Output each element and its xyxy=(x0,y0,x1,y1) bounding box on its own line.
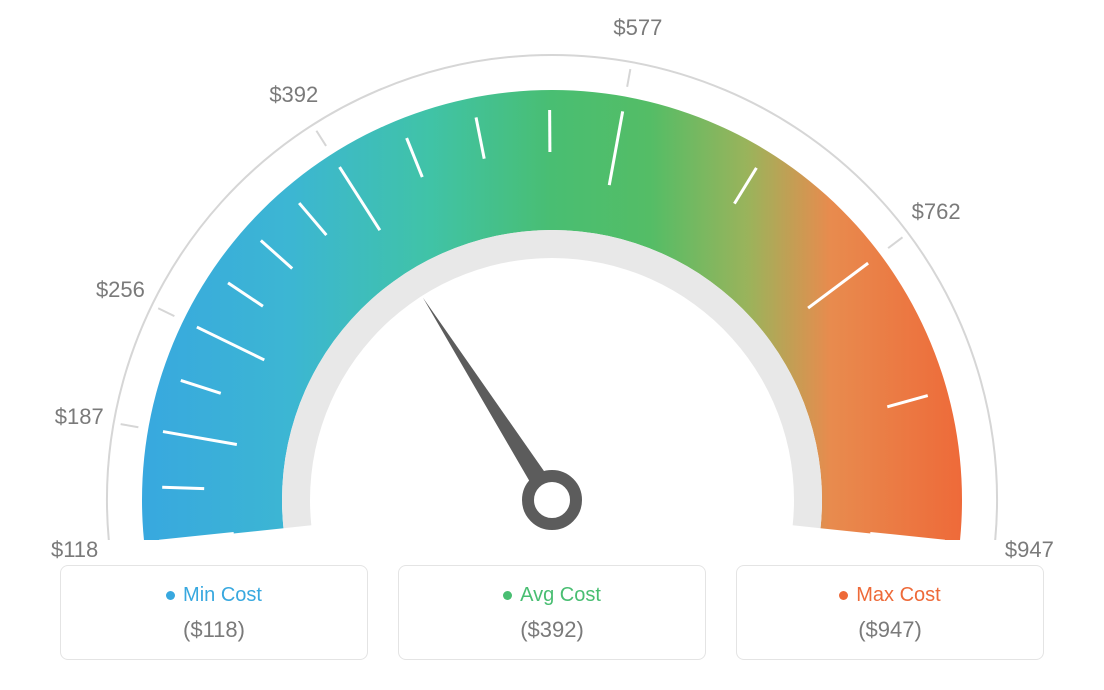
legend-min: Min Cost ($118) xyxy=(60,565,368,660)
legend-row: Min Cost ($118) Avg Cost ($392) Max Cost… xyxy=(0,565,1104,660)
legend-min-value: ($118) xyxy=(71,617,357,643)
legend-avg: Avg Cost ($392) xyxy=(398,565,706,660)
legend-avg-title-text: Avg Cost xyxy=(520,584,601,607)
dot-icon xyxy=(166,591,175,600)
dot-icon xyxy=(839,591,848,600)
legend-max-title-text: Max Cost xyxy=(856,584,940,607)
gauge-tick-label: $947 xyxy=(1005,537,1054,563)
gauge-tick-label: $187 xyxy=(55,404,104,430)
dot-icon xyxy=(503,591,512,600)
gauge-tick-label: $762 xyxy=(912,199,961,225)
legend-min-title-text: Min Cost xyxy=(183,584,262,607)
legend-min-title: Min Cost xyxy=(166,584,262,607)
legend-max-title: Max Cost xyxy=(839,584,940,607)
cost-gauge: $118$187$256$392$577$762$947 xyxy=(0,0,1104,540)
gauge-tick-label: $256 xyxy=(96,277,145,303)
gauge-tick-label: $577 xyxy=(613,15,662,41)
gauge-tick-label: $392 xyxy=(269,82,318,108)
legend-max-value: ($947) xyxy=(747,617,1033,643)
legend-avg-title: Avg Cost xyxy=(503,584,601,607)
gauge-tick-label: $118 xyxy=(51,537,98,563)
legend-avg-value: ($392) xyxy=(409,617,695,643)
legend-max: Max Cost ($947) xyxy=(736,565,1044,660)
gauge-svg xyxy=(0,0,1104,540)
